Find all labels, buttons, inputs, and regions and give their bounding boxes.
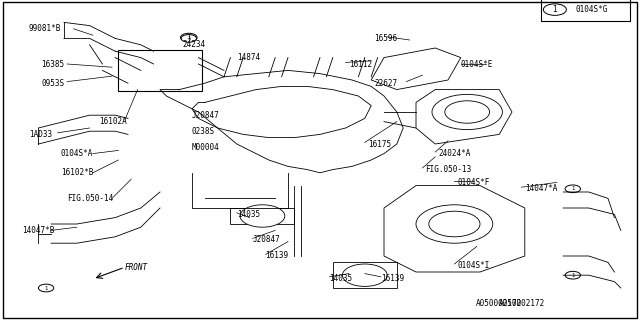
Circle shape <box>38 284 54 292</box>
Text: A050002172: A050002172 <box>476 300 522 308</box>
Text: J20847: J20847 <box>253 236 280 244</box>
Text: FIG.050-14: FIG.050-14 <box>67 194 113 203</box>
Text: 1: 1 <box>571 273 575 278</box>
Text: J20847: J20847 <box>192 111 220 120</box>
Circle shape <box>565 271 580 279</box>
Text: A050002172: A050002172 <box>499 300 545 308</box>
Circle shape <box>180 33 197 42</box>
Text: 24024*A: 24024*A <box>438 149 471 158</box>
Text: 22627: 22627 <box>374 79 397 88</box>
Polygon shape <box>230 208 294 224</box>
Circle shape <box>445 101 490 123</box>
Text: 1AD33: 1AD33 <box>29 130 52 139</box>
Circle shape <box>565 185 580 193</box>
Text: 0104S*F: 0104S*F <box>458 178 490 187</box>
Text: 16139: 16139 <box>266 252 289 260</box>
Text: 1: 1 <box>44 285 48 291</box>
Text: 0953S: 0953S <box>42 79 65 88</box>
Text: 0104S*G: 0104S*G <box>576 5 609 14</box>
Text: 16102A: 16102A <box>99 117 127 126</box>
Circle shape <box>429 211 480 237</box>
Polygon shape <box>371 48 461 90</box>
Text: FIG.050-13: FIG.050-13 <box>426 165 472 174</box>
Text: FRONT: FRONT <box>125 263 148 272</box>
Text: 14047*B: 14047*B <box>22 226 55 235</box>
Text: 1: 1 <box>187 36 191 41</box>
Circle shape <box>432 94 502 130</box>
Text: 1: 1 <box>186 35 191 40</box>
Text: 16175: 16175 <box>368 140 391 148</box>
Text: 16112: 16112 <box>349 60 372 68</box>
Text: 1: 1 <box>552 5 557 14</box>
Text: 16102*B: 16102*B <box>61 168 93 177</box>
Text: 14047*A: 14047*A <box>525 184 557 193</box>
Text: 99081*B: 99081*B <box>29 24 61 33</box>
Text: 16139: 16139 <box>381 274 404 283</box>
FancyBboxPatch shape <box>118 50 202 91</box>
Text: M00004: M00004 <box>192 143 220 152</box>
Text: 16596: 16596 <box>374 34 397 43</box>
Circle shape <box>543 4 566 15</box>
Text: 0104S*E: 0104S*E <box>461 60 493 68</box>
Text: 14035: 14035 <box>330 274 353 283</box>
Text: 16385: 16385 <box>42 60 65 68</box>
Circle shape <box>240 205 285 227</box>
Polygon shape <box>384 186 525 272</box>
Polygon shape <box>416 90 512 144</box>
Text: 1: 1 <box>571 186 575 191</box>
Text: 14035: 14035 <box>237 210 260 219</box>
Circle shape <box>181 35 196 42</box>
Circle shape <box>342 264 387 286</box>
Circle shape <box>416 205 493 243</box>
Text: 14874: 14874 <box>237 53 260 62</box>
Text: 0238S: 0238S <box>192 127 215 136</box>
Bar <box>541 0 630 21</box>
Text: 0104S*I: 0104S*I <box>458 261 490 270</box>
Polygon shape <box>333 262 397 288</box>
Text: 24234: 24234 <box>182 40 205 49</box>
Text: 0104S*A: 0104S*A <box>61 149 93 158</box>
